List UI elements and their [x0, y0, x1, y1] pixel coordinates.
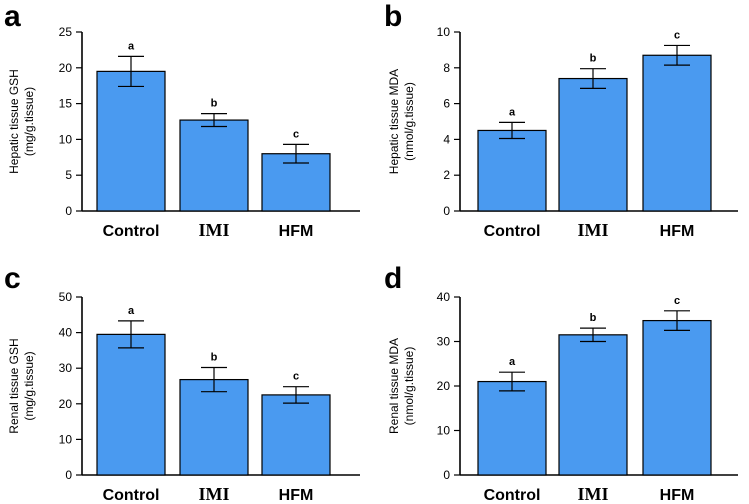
y-tick-label: 10	[437, 424, 451, 438]
panel-a-axes: 0 5 10 15 20 25 Hepatic tissue GSH(mg/g.tissue…	[7, 25, 360, 240]
y-tick-label: 5	[65, 168, 72, 182]
panel-b-axes: 0 2 4 6 8 10 Hepatic tissue MDA(nmol/g.tissue)…	[387, 25, 738, 240]
panel-d-axes: 0 10 20 30 40 Renal tissue MDA(nmol/g.tissue)…	[387, 290, 738, 504]
y-tick-label: 0	[65, 204, 72, 218]
y-axis-label-line1: Hepatic tissue GSH	[7, 69, 21, 174]
significance-label: c	[674, 29, 680, 41]
significance-label: b	[590, 53, 597, 65]
y-tick-label: 25	[59, 25, 73, 39]
y-tick-label: 15	[59, 97, 73, 111]
y-axis-label: Hepatic tissue GSH(mg/g.tissue)	[7, 69, 36, 174]
bar-hfm	[642, 319, 712, 476]
y-tick-label: 6	[443, 97, 450, 111]
significance-label: a	[128, 305, 135, 317]
y-tick-label: 2	[443, 168, 450, 182]
bar-hfm	[642, 54, 712, 212]
bar-imi	[179, 378, 249, 476]
x-tick-label: HFM	[660, 223, 695, 240]
y-tick-label: 10	[59, 132, 73, 146]
y-tick-label: 8	[443, 61, 450, 75]
bar-control	[96, 333, 166, 476]
bar-control	[477, 129, 547, 212]
x-tick-label: HFM	[660, 487, 695, 504]
panel-letter-d: d	[384, 262, 402, 295]
y-axis-label-line2: (nmol/g.tissue)	[402, 347, 416, 426]
y-tick-label: 0	[443, 204, 450, 218]
y-tick-label: 4	[443, 132, 450, 146]
y-tick-label: 40	[59, 326, 73, 340]
panel-d: d 0 10 20 30 40 Renal tissue MDA(nmol/g.tissu…	[384, 262, 738, 504]
significance-label: a	[509, 356, 516, 368]
y-tick-label: 20	[59, 61, 73, 75]
bar-control	[477, 380, 547, 476]
panel-letter-c: c	[4, 262, 21, 295]
y-tick-label: 40	[437, 290, 451, 304]
y-axis-label: Renal tissue GSH(mg/g.tissue)	[7, 338, 36, 433]
y-tick-label: 10	[59, 432, 73, 446]
x-tick-label: IMI	[199, 220, 230, 240]
y-tick-label: 30	[437, 335, 451, 349]
y-tick-label: 10	[437, 25, 451, 39]
significance-label: c	[293, 128, 299, 140]
significance-label: a	[509, 106, 516, 118]
y-tick-label: 0	[443, 468, 450, 482]
y-axis-label-line1: Hepatic tissue MDA	[387, 69, 401, 174]
y-tick-label: 50	[59, 290, 73, 304]
y-axis-label-line1: Renal tissue MDA	[387, 338, 401, 434]
x-tick-label: Control	[484, 487, 541, 504]
panel-b: b 0 2 4 6 8 10 Hepatic tissue MDA(nmol/g.tissu…	[384, 0, 738, 240]
bar-imi	[179, 119, 249, 212]
significance-label: c	[674, 295, 680, 307]
significance-label: b	[211, 351, 218, 363]
significance-label: b	[211, 98, 218, 110]
significance-label: a	[128, 40, 135, 52]
y-axis-label-line2: (nmol/g.tissue)	[402, 82, 416, 161]
significance-label: c	[293, 371, 299, 383]
x-tick-label: Control	[484, 223, 541, 240]
y-axis-label: Hepatic tissue MDA(nmol/g.tissue)	[387, 69, 416, 174]
y-axis-label: Renal tissue MDA(nmol/g.tissue)	[387, 338, 416, 434]
y-tick-label: 0	[65, 468, 72, 482]
x-tick-label: HFM	[279, 487, 314, 504]
bar-hfm	[261, 394, 331, 476]
x-tick-label: Control	[103, 223, 160, 240]
panel-c-axes: 0 10 20 30 40 50 Renal tissue GSH(mg/g.tissue)…	[7, 290, 360, 504]
panel-letter-b: b	[384, 0, 402, 33]
y-tick-label: 20	[437, 379, 451, 393]
x-tick-label: IMI	[578, 484, 609, 504]
bar-imi	[558, 334, 628, 476]
bar-imi	[558, 77, 628, 212]
panel-c: c 0 10 20 30 40 50 Renal tissue GSH(mg/g.tissu…	[4, 262, 360, 504]
y-axis-label-line2: (mg/g.tissue)	[22, 351, 36, 420]
y-axis-label-line2: (mg/g.tissue)	[22, 87, 36, 156]
significance-label: b	[590, 312, 597, 324]
panel-letter-a: a	[4, 0, 21, 33]
y-axis-label-line1: Renal tissue GSH	[7, 338, 21, 433]
y-tick-label: 20	[59, 397, 73, 411]
y-tick-label: 30	[59, 361, 73, 375]
panel-a: a 0 5 10 15 20 25 Hepatic tissue GSH(mg/g.tiss…	[4, 0, 360, 240]
bar-control	[96, 70, 166, 212]
x-tick-label: Control	[103, 487, 160, 504]
x-tick-label: HFM	[279, 223, 314, 240]
x-tick-label: IMI	[578, 220, 609, 240]
x-tick-label: IMI	[199, 484, 230, 504]
